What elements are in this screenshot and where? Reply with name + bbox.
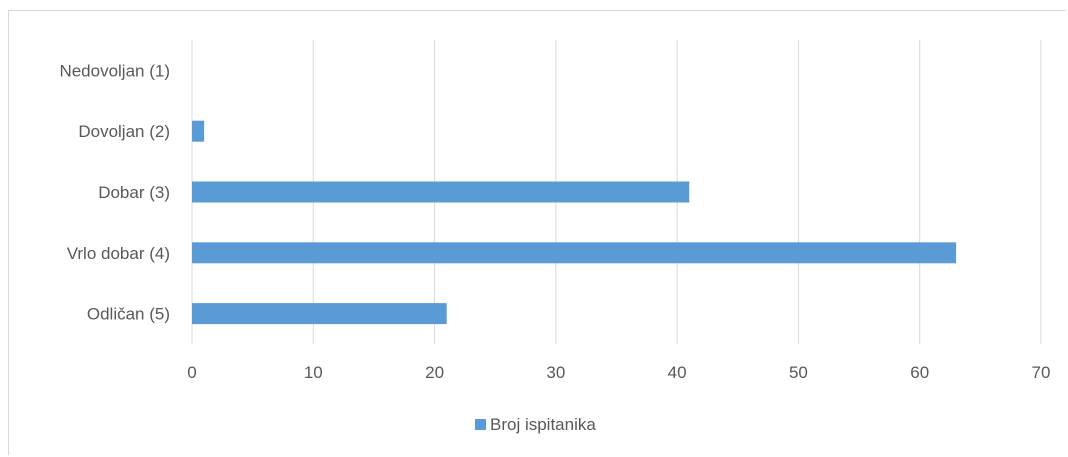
x-tick-label: 30	[546, 363, 565, 382]
category-label: Odličan (5)	[87, 305, 170, 324]
bar	[192, 121, 204, 142]
bar	[192, 303, 447, 324]
category-labels: Nedovoljan (1) Dovoljan (2) Dobar (3) Vrlo …	[59, 61, 170, 323]
bars	[192, 121, 956, 324]
legend-swatch	[475, 419, 486, 430]
x-tick-label: 0	[187, 363, 196, 382]
category-label: Vrlo dobar (4)	[67, 244, 170, 263]
category-label: Nedovoljan (1)	[59, 61, 170, 80]
x-tick-label: 40	[668, 363, 687, 382]
legend: Broj ispitanika	[475, 415, 596, 434]
legend-label: Broj ispitanika	[490, 415, 596, 434]
x-tick-labels: 0 10 20 30 40 50 60 70	[187, 363, 1050, 382]
category-label: Dovoljan (2)	[78, 122, 170, 141]
x-tick-label: 50	[789, 363, 808, 382]
category-label: Dobar (3)	[98, 183, 170, 202]
x-tick-label: 60	[910, 363, 929, 382]
x-tick-label: 10	[304, 363, 323, 382]
bar	[192, 242, 956, 263]
x-tick-label: 70	[1032, 363, 1051, 382]
bar	[192, 182, 689, 203]
x-tick-label: 20	[425, 363, 444, 382]
